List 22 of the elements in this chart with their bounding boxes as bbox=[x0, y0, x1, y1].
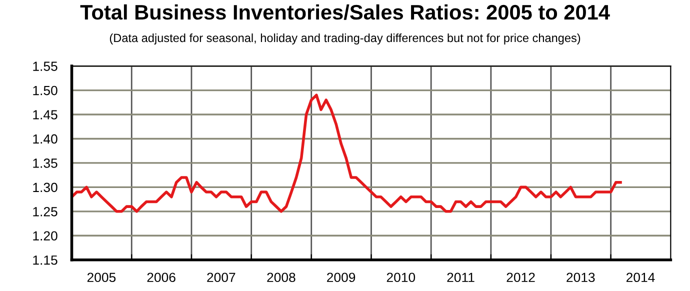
y-tick-label: 1.20 bbox=[33, 231, 58, 241]
y-tick-label: 1.35 bbox=[33, 158, 58, 168]
y-tick-label: 1.40 bbox=[33, 134, 58, 144]
x-tick-label: 2009 bbox=[327, 272, 356, 282]
x-tick-label: 2013 bbox=[566, 272, 595, 282]
y-tick-label: 1.45 bbox=[33, 110, 58, 120]
x-tick-label: 2007 bbox=[207, 272, 236, 282]
y-tick-label: 1.50 bbox=[33, 86, 58, 96]
y-tick-label: 1.25 bbox=[33, 206, 58, 216]
y-tick-label: 1.30 bbox=[33, 182, 58, 192]
line-series bbox=[72, 94, 622, 213]
x-tick-label: 2010 bbox=[386, 272, 416, 282]
x-tick-label: 2012 bbox=[506, 272, 535, 282]
x-tick-label: 2008 bbox=[267, 272, 296, 282]
x-tick-label: 2011 bbox=[447, 272, 474, 282]
y-tick-label: 1.15 bbox=[33, 256, 58, 265]
y-tick-label: 1.55 bbox=[33, 62, 58, 71]
x-tick-label: 2014 bbox=[626, 272, 655, 282]
chart-title: Total Business Inventories/Sales Ratios: 2005 to 2014 bbox=[80, 4, 610, 20]
chart-subtitle: (Data adjusted for seasonal, holiday and trading-day differences but not for price changes) bbox=[110, 33, 580, 44]
x-tick-label: 2006 bbox=[147, 272, 176, 282]
x-tick-label: 2005 bbox=[87, 272, 116, 282]
